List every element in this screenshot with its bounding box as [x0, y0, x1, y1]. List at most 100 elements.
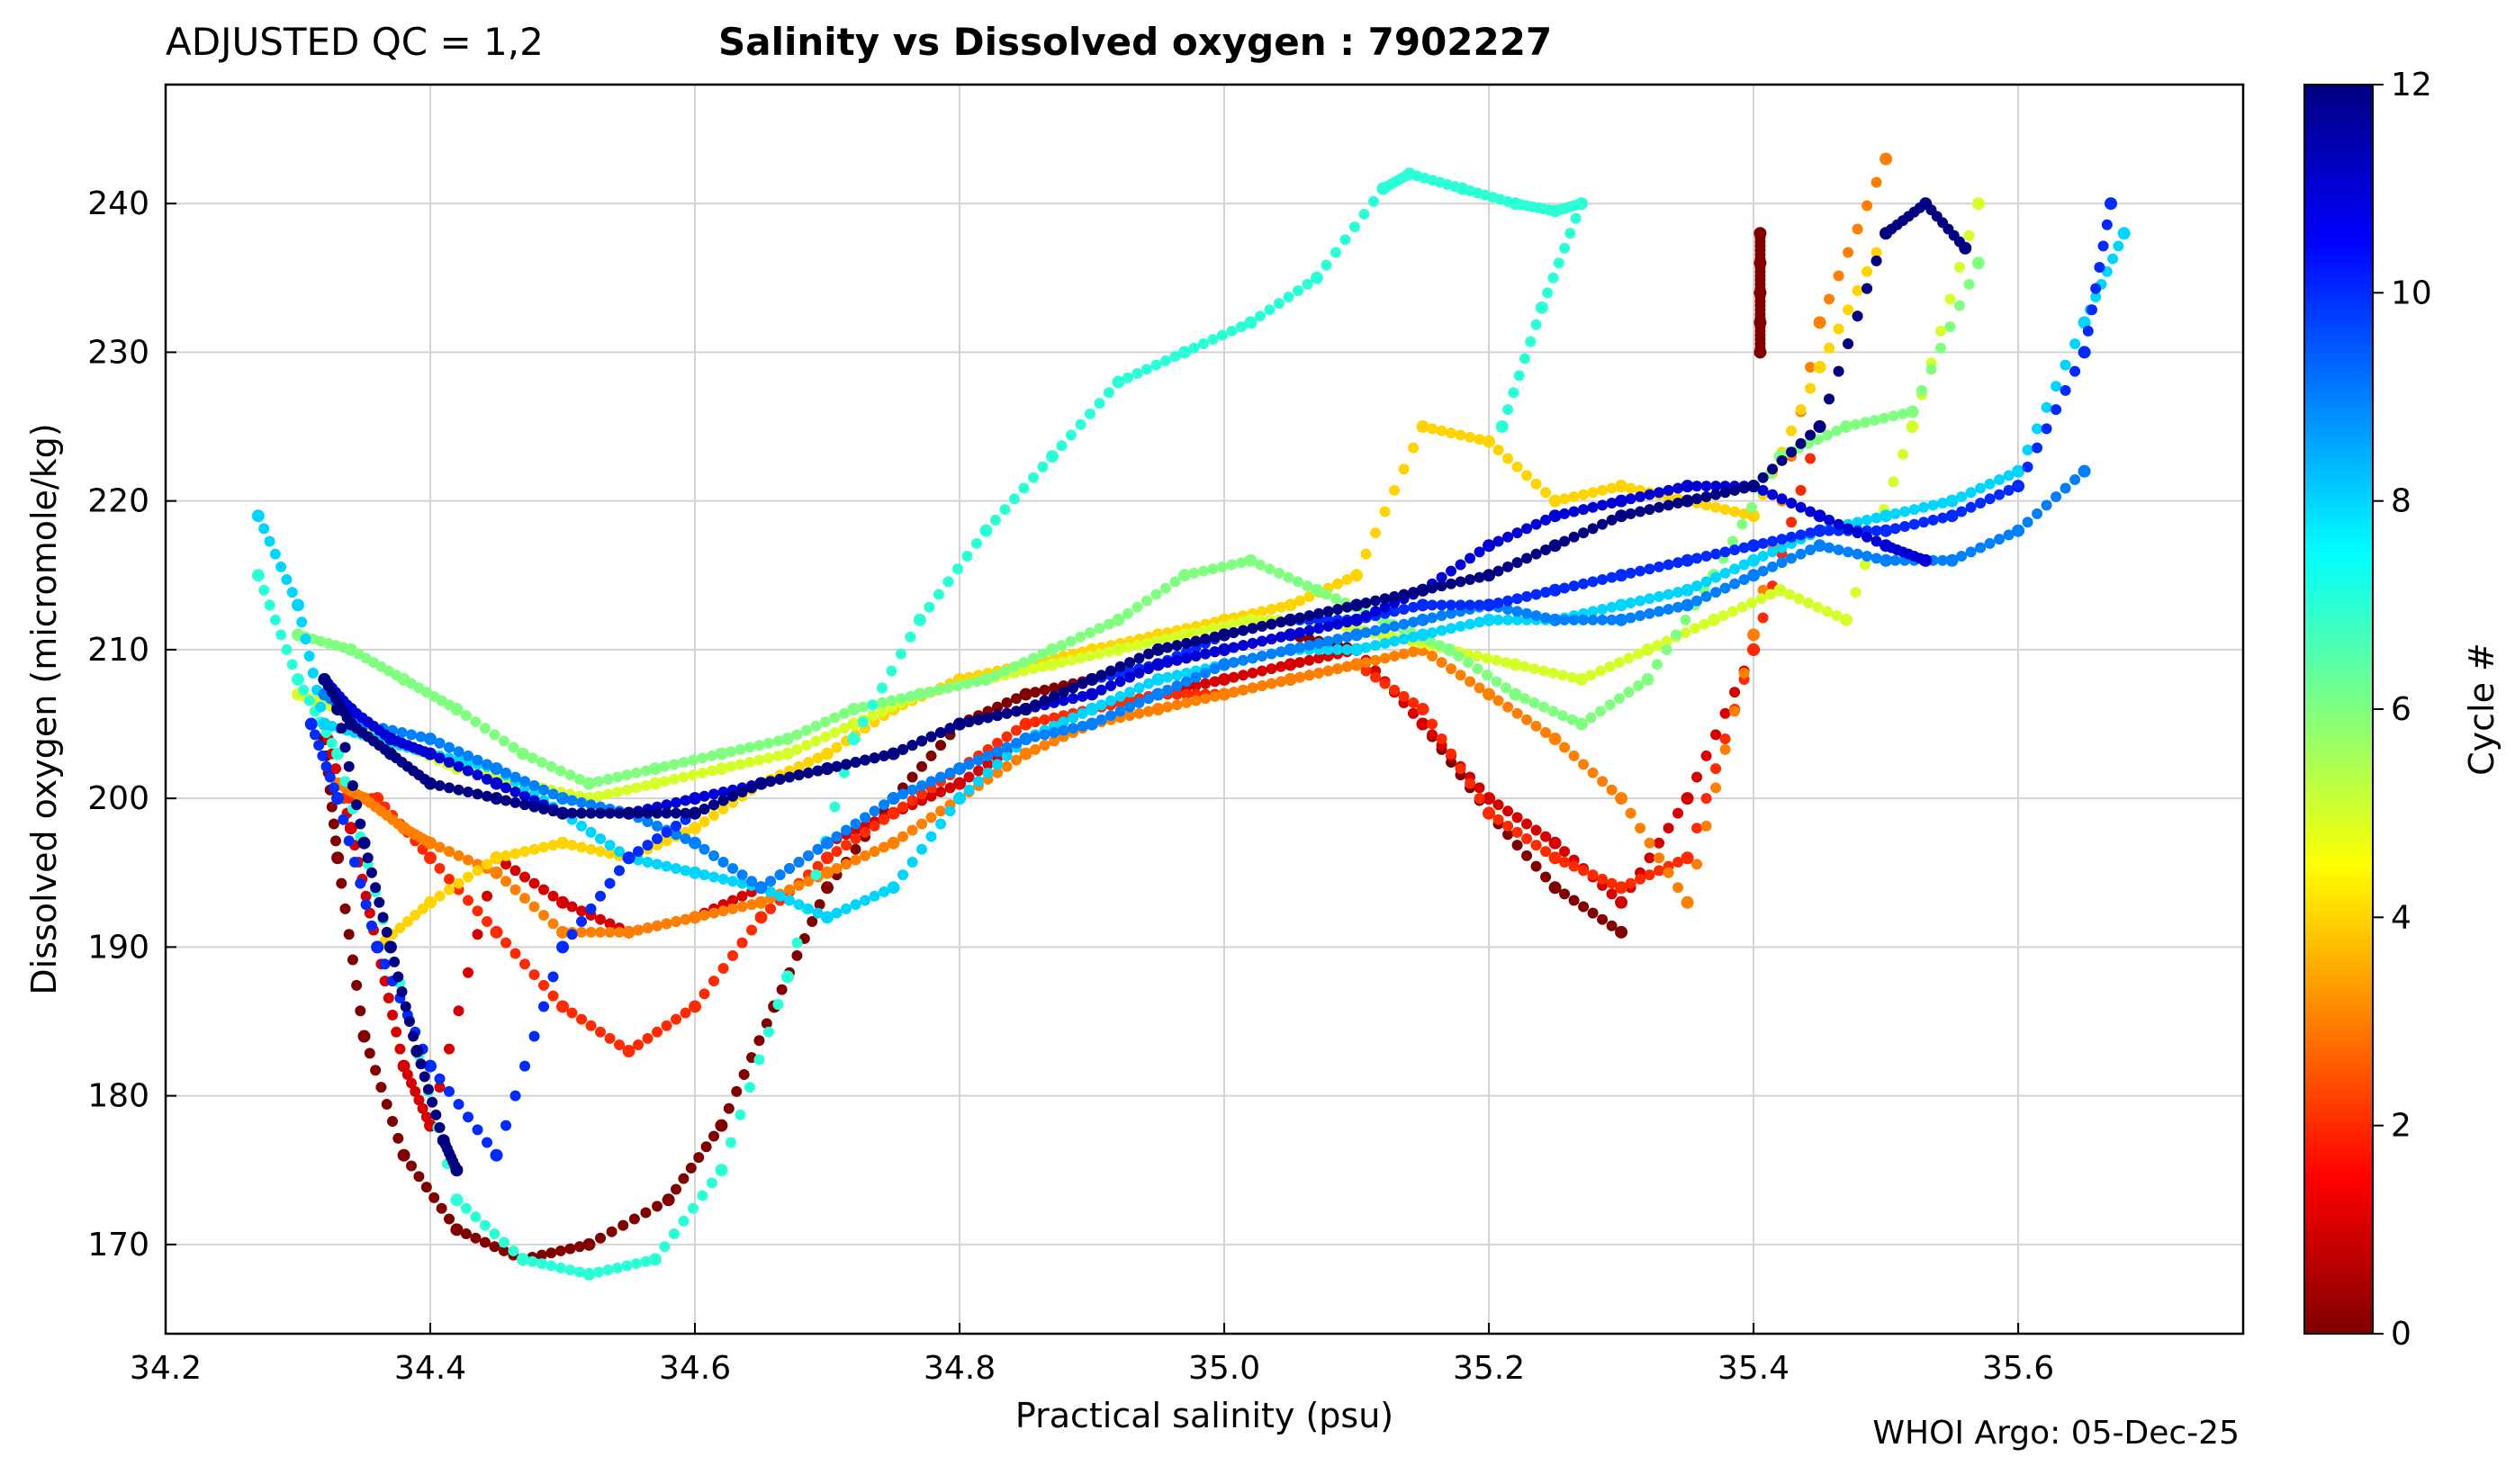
data-point: [906, 824, 918, 836]
data-point: [1360, 665, 1372, 677]
data-point: [394, 922, 406, 934]
data-point: [1953, 262, 1965, 274]
data-point: [1122, 642, 1133, 653]
data-point: [1162, 684, 1174, 696]
data-point: [1209, 663, 1221, 675]
data-point: [727, 895, 739, 906]
data-point: [1606, 877, 1618, 889]
data-point: [1427, 627, 1438, 639]
data-point: [444, 782, 455, 794]
data-point: [1472, 663, 1483, 675]
data-point: [1140, 364, 1152, 375]
data-point: [1049, 712, 1060, 724]
data-point: [1370, 625, 1382, 636]
data-point: [933, 684, 944, 696]
data-point: [1548, 836, 1562, 850]
data-point: [1238, 640, 1249, 652]
data-point: [1341, 661, 1353, 672]
data-point: [1436, 580, 1447, 592]
data-point: [1427, 423, 1438, 435]
data-point: [1218, 688, 1231, 701]
data-point: [1511, 707, 1523, 719]
data-point: [850, 899, 861, 911]
data-point: [1008, 661, 1020, 672]
data-point: [699, 790, 710, 802]
data-point: [1244, 316, 1258, 329]
data-point: [630, 767, 642, 778]
qc-label: ADJUSTED QC = 1,2: [166, 20, 544, 64]
data-point: [879, 750, 890, 761]
data-point: [595, 846, 607, 858]
data-point: [1870, 525, 1882, 536]
data-point: [1578, 865, 1590, 877]
data-point: [1511, 527, 1523, 539]
data-point: [538, 979, 550, 991]
data-point: [1870, 553, 1882, 564]
data-point: [566, 901, 578, 913]
data-point: [528, 969, 540, 981]
data-point: [1162, 642, 1174, 653]
data-point: [1339, 234, 1351, 246]
data-point: [1462, 648, 1474, 660]
data-point: [1870, 535, 1882, 547]
data-point: [812, 765, 824, 777]
colorbar-tick-label: 4: [2391, 899, 2411, 936]
data-point: [1446, 623, 1457, 634]
data-point: [1918, 501, 1930, 513]
data-point: [869, 820, 880, 832]
data-point: [1680, 614, 1691, 625]
data-point: [2060, 359, 2071, 371]
data-point: [1056, 440, 1068, 452]
y-tick-label: 180: [87, 1078, 149, 1115]
data-point: [897, 788, 909, 800]
data-point: [1530, 824, 1542, 836]
data-point: [812, 860, 824, 872]
data-point: [708, 850, 720, 861]
data-point: [1360, 548, 1372, 560]
data-point: [1284, 598, 1297, 612]
data-point: [1719, 567, 1731, 579]
data-point: [500, 767, 512, 778]
data-point: [1833, 544, 1844, 555]
data-point: [1143, 648, 1155, 660]
data-point: [453, 1005, 464, 1017]
data-point: [2060, 482, 2071, 494]
data-point: [1606, 888, 1618, 900]
data-point: [1994, 489, 2006, 500]
data-point: [573, 1241, 585, 1253]
data-point: [472, 788, 483, 800]
data-point: [1663, 589, 1674, 600]
data-point: [1177, 569, 1191, 582]
data-point: [556, 940, 570, 954]
data-point: [538, 1001, 550, 1012]
data-point: [765, 776, 777, 787]
data-point: [516, 747, 529, 760]
data-point: [389, 956, 401, 967]
data-point: [1802, 597, 1814, 608]
data-point: [1065, 429, 1077, 441]
data-point: [1037, 461, 1049, 472]
data-point: [687, 1202, 699, 1214]
data-point: [1783, 589, 1795, 600]
data-point: [1699, 618, 1710, 630]
data-point: [331, 747, 345, 760]
data-point: [897, 743, 909, 755]
data-point: [1975, 482, 1987, 494]
data-point: [1294, 627, 1306, 639]
data-point: [1350, 628, 1364, 642]
data-point: [1502, 829, 1514, 841]
data-point: [1283, 571, 1294, 583]
data-point: [706, 750, 717, 761]
data-point: [1389, 635, 1401, 647]
data-point: [1151, 688, 1165, 701]
data-point: [303, 695, 315, 706]
data-point: [1916, 384, 1927, 396]
data-point: [1700, 499, 1712, 511]
data-point: [1574, 717, 1588, 731]
data-point: [1519, 661, 1530, 672]
data-point: [727, 790, 739, 802]
data-point: [1654, 837, 1665, 849]
data-point: [1276, 616, 1287, 628]
data-point: [538, 803, 550, 814]
data-point: [1776, 534, 1788, 545]
